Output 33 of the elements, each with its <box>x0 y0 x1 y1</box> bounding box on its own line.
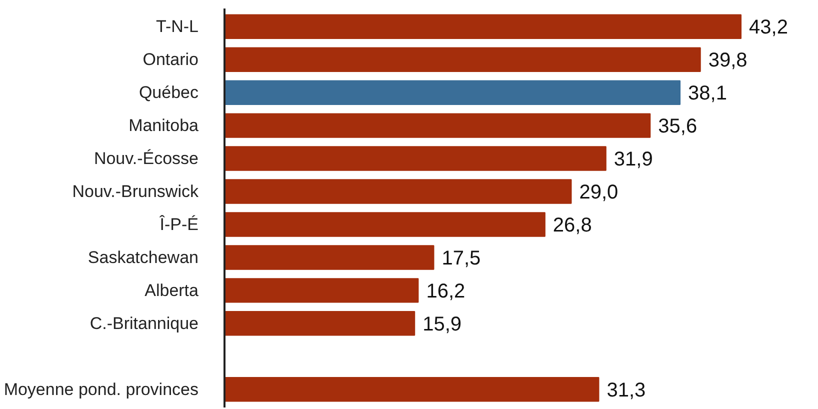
y-tick-label: Î-P-É <box>158 214 199 234</box>
data-label: 38,1 <box>688 82 727 105</box>
data-label: 16,2 <box>426 280 466 302</box>
y-tick-label: Québec <box>138 83 199 102</box>
data-label: 15,9 <box>422 313 462 336</box>
y-tick-label: Alberta <box>144 280 200 300</box>
data-label: 39,8 <box>708 50 748 72</box>
bar <box>224 47 701 72</box>
y-tick-label: Nouv.-Brunswick <box>72 182 199 202</box>
bar <box>224 212 546 237</box>
y-tick-label: Moyenne pond. provinces <box>4 380 199 399</box>
y-tick-label: Nouv.-Écosse <box>94 149 199 168</box>
data-label: 17,5 <box>442 247 481 270</box>
data-label: 31,3 <box>606 379 646 402</box>
bar <box>224 146 606 171</box>
bar <box>224 278 419 303</box>
data-label: 26,8 <box>552 214 592 236</box>
bar <box>224 14 742 40</box>
bar <box>224 376 600 402</box>
bar <box>224 113 651 138</box>
bar <box>224 179 572 204</box>
bar <box>224 311 416 336</box>
y-tick-label: Ontario <box>142 50 198 70</box>
data-label: 29,0 <box>579 182 618 204</box>
bar <box>224 80 681 105</box>
y-tick-label: Saskatchewan <box>88 248 199 267</box>
y-tick-label: Manitoba <box>128 116 200 136</box>
y-tick-label: T-N-L <box>156 17 198 36</box>
data-label: 35,6 <box>658 116 698 138</box>
data-label: 31,9 <box>614 148 653 171</box>
data-label: 43,2 <box>749 16 788 39</box>
y-tick-label: C.-Britannique <box>90 314 199 333</box>
bar <box>224 245 434 270</box>
